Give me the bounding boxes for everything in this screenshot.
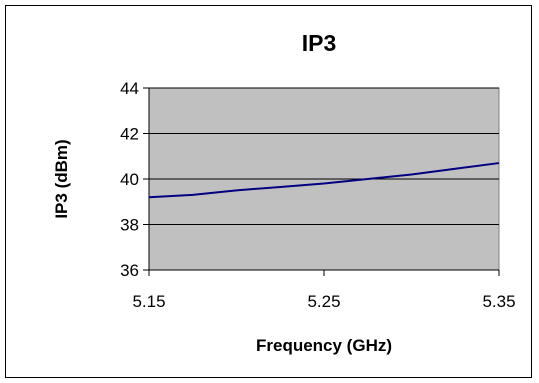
chart-title: IP3: [302, 30, 337, 56]
gridlines: [149, 87, 499, 225]
series-line-ip3: [148, 162, 500, 199]
y-tick-label: 36: [120, 261, 139, 280]
x-tick-label: 5.35: [482, 292, 515, 311]
x-axis-ticks: 5.15 5.25 5.35: [132, 270, 516, 311]
y-tick-label: 44: [120, 79, 139, 98]
y-axis-ticks: 44 42 40 38 36: [120, 79, 149, 280]
x-tick-label: 5.15: [132, 292, 165, 311]
line-chart: IP3 44 42 40 38 36 5.15 5.25 5.35 Frequency (G…: [52, 30, 516, 355]
y-tick-label: 38: [120, 216, 139, 235]
x-axis-label: Frequency (GHz): [256, 336, 392, 355]
chart-frame: IP3 44 42 40 38 36 5.15 5.25 5.35 Frequency (G…: [5, 5, 532, 378]
series-layer: [148, 162, 500, 199]
y-tick-label: 40: [120, 170, 139, 189]
y-axis-label: IP3 (dBm): [52, 139, 71, 218]
y-tick-label: 42: [120, 125, 139, 144]
x-tick-label: 5.25: [307, 292, 340, 311]
